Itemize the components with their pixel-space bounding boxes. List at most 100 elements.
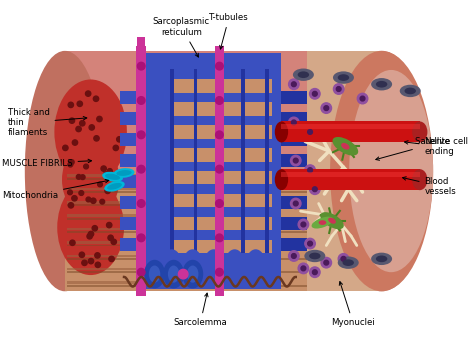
- Text: Thick and
thin
filaments: Thick and thin filaments: [8, 108, 87, 137]
- Circle shape: [310, 89, 320, 99]
- Bar: [67, 268, 141, 270]
- Ellipse shape: [338, 74, 349, 81]
- Text: Satellite cell: Satellite cell: [376, 137, 468, 160]
- Circle shape: [321, 103, 331, 114]
- Circle shape: [80, 175, 85, 179]
- Ellipse shape: [338, 256, 359, 269]
- Ellipse shape: [183, 249, 202, 276]
- Circle shape: [216, 234, 223, 242]
- Circle shape: [310, 267, 320, 277]
- Circle shape: [63, 145, 68, 150]
- Circle shape: [113, 145, 118, 150]
- Bar: [282, 175, 307, 188]
- Circle shape: [89, 125, 94, 130]
- Bar: [170, 79, 272, 93]
- Bar: [141, 53, 282, 289]
- Circle shape: [76, 126, 81, 132]
- Circle shape: [68, 162, 73, 167]
- Circle shape: [88, 258, 94, 264]
- Circle shape: [338, 254, 349, 264]
- Ellipse shape: [320, 212, 344, 229]
- Circle shape: [68, 102, 73, 108]
- Circle shape: [324, 260, 328, 265]
- Circle shape: [86, 197, 91, 202]
- Circle shape: [137, 165, 145, 173]
- Circle shape: [97, 116, 102, 122]
- Ellipse shape: [328, 218, 336, 224]
- Ellipse shape: [182, 260, 203, 288]
- Ellipse shape: [293, 69, 314, 81]
- Ellipse shape: [412, 121, 428, 142]
- Circle shape: [308, 241, 312, 246]
- Ellipse shape: [376, 256, 387, 262]
- Circle shape: [93, 96, 99, 101]
- Bar: [265, 69, 269, 253]
- Circle shape: [305, 127, 315, 137]
- Ellipse shape: [187, 266, 199, 283]
- Text: MUSCLE FIBRILS: MUSCLE FIBRILS: [2, 159, 91, 168]
- Ellipse shape: [105, 174, 120, 180]
- Text: Sarcoplasmic
reticulum: Sarcoplasmic reticulum: [153, 17, 210, 57]
- Bar: [170, 194, 272, 207]
- Circle shape: [289, 251, 299, 261]
- Bar: [307, 51, 382, 291]
- Ellipse shape: [371, 253, 392, 265]
- Circle shape: [216, 165, 223, 173]
- Ellipse shape: [275, 169, 288, 190]
- Bar: [282, 169, 420, 190]
- Bar: [120, 133, 141, 146]
- Ellipse shape: [104, 181, 125, 192]
- Bar: [241, 69, 245, 253]
- Circle shape: [70, 240, 75, 245]
- Bar: [170, 217, 272, 230]
- Ellipse shape: [376, 81, 387, 88]
- Bar: [170, 148, 272, 161]
- Text: Blood
vessels: Blood vessels: [402, 177, 456, 196]
- Ellipse shape: [343, 259, 354, 266]
- Circle shape: [94, 136, 99, 141]
- Ellipse shape: [332, 51, 431, 291]
- Ellipse shape: [400, 85, 421, 97]
- Ellipse shape: [62, 141, 119, 218]
- Bar: [67, 231, 380, 233]
- Bar: [67, 218, 380, 220]
- Circle shape: [137, 200, 145, 207]
- Bar: [67, 178, 380, 180]
- Circle shape: [137, 97, 145, 104]
- Bar: [282, 124, 420, 129]
- Bar: [282, 172, 420, 177]
- Bar: [67, 245, 380, 246]
- Circle shape: [77, 101, 82, 107]
- Bar: [67, 241, 141, 244]
- Ellipse shape: [162, 249, 181, 276]
- Ellipse shape: [341, 143, 350, 150]
- Circle shape: [107, 223, 112, 228]
- Bar: [120, 217, 141, 230]
- Text: Sarcolemma: Sarcolemma: [173, 293, 227, 327]
- Circle shape: [84, 164, 89, 169]
- Circle shape: [109, 256, 114, 262]
- Ellipse shape: [107, 183, 122, 190]
- Ellipse shape: [304, 250, 325, 262]
- Circle shape: [95, 253, 100, 258]
- Bar: [120, 154, 141, 167]
- Bar: [67, 201, 141, 204]
- Bar: [170, 69, 173, 253]
- Bar: [194, 69, 198, 253]
- Text: Mitochondria: Mitochondria: [2, 179, 109, 200]
- Bar: [67, 215, 141, 217]
- Circle shape: [312, 270, 317, 275]
- Bar: [65, 51, 382, 291]
- Bar: [170, 240, 272, 253]
- Circle shape: [216, 62, 223, 70]
- Ellipse shape: [371, 78, 392, 90]
- Circle shape: [301, 266, 306, 271]
- Circle shape: [292, 120, 296, 125]
- Circle shape: [92, 226, 98, 231]
- Circle shape: [69, 118, 74, 123]
- Circle shape: [69, 160, 74, 165]
- Bar: [137, 37, 145, 56]
- Circle shape: [80, 121, 85, 126]
- Bar: [67, 258, 380, 260]
- Circle shape: [312, 187, 317, 191]
